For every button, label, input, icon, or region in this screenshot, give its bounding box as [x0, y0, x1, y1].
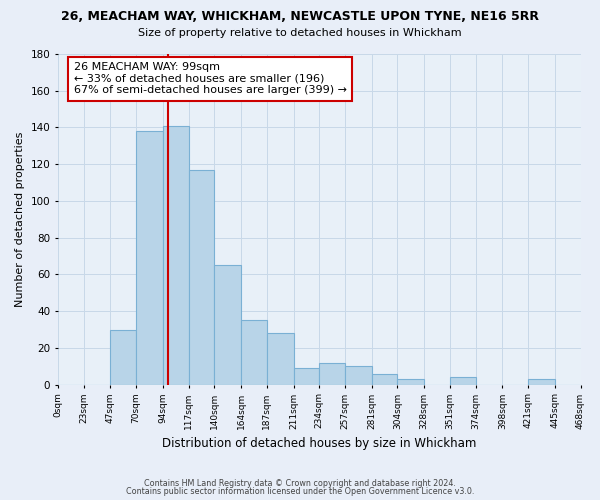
Bar — [397, 379, 424, 384]
Bar — [163, 126, 188, 384]
Bar — [372, 374, 397, 384]
Bar — [136, 131, 163, 384]
Bar — [293, 368, 319, 384]
Bar — [345, 366, 372, 384]
Text: Contains HM Land Registry data © Crown copyright and database right 2024.: Contains HM Land Registry data © Crown c… — [144, 478, 456, 488]
Y-axis label: Number of detached properties: Number of detached properties — [15, 132, 25, 307]
Bar — [214, 266, 241, 384]
Text: Contains public sector information licensed under the Open Government Licence v3: Contains public sector information licen… — [126, 487, 474, 496]
X-axis label: Distribution of detached houses by size in Whickham: Distribution of detached houses by size … — [162, 437, 476, 450]
Bar — [110, 330, 136, 384]
Bar — [188, 170, 214, 384]
Text: 26, MEACHAM WAY, WHICKHAM, NEWCASTLE UPON TYNE, NE16 5RR: 26, MEACHAM WAY, WHICKHAM, NEWCASTLE UPO… — [61, 10, 539, 23]
Text: Size of property relative to detached houses in Whickham: Size of property relative to detached ho… — [138, 28, 462, 38]
Bar — [241, 320, 267, 384]
Bar — [450, 378, 476, 384]
Text: 26 MEACHAM WAY: 99sqm
← 33% of detached houses are smaller (196)
67% of semi-det: 26 MEACHAM WAY: 99sqm ← 33% of detached … — [74, 62, 347, 96]
Bar — [319, 362, 345, 384]
Bar — [528, 379, 555, 384]
Bar — [267, 333, 293, 384]
